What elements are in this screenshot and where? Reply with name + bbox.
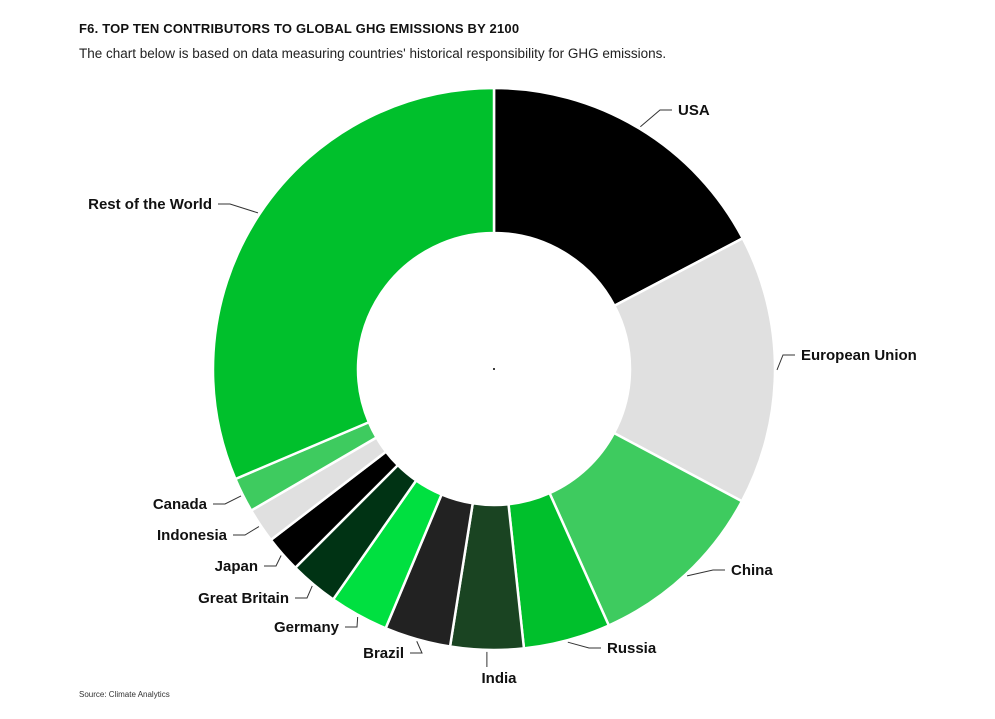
chart-slices <box>211 86 777 652</box>
label-china: China <box>731 562 773 579</box>
label-great-britain: Great Britain <box>198 590 289 607</box>
leader-line-great-britain <box>295 585 313 599</box>
leader-line-china <box>686 569 725 577</box>
leader-line-european-union <box>776 354 795 371</box>
leader-line-canada <box>213 495 242 505</box>
label-germany: Germany <box>274 619 340 636</box>
chart-subtitle: The chart below is based on data measuri… <box>79 46 667 61</box>
center-dot <box>493 368 495 370</box>
leader-line-rest-of-the-world <box>218 203 259 214</box>
label-russia: Russia <box>607 640 657 657</box>
source-note: Source: Climate Analytics <box>79 690 170 699</box>
label-india: India <box>481 670 517 687</box>
label-indonesia: Indonesia <box>157 527 228 544</box>
chart-labels: USA European Union China Russia India Brazil G… <box>88 102 917 687</box>
leader-line-usa <box>640 109 672 128</box>
label-rest-of-the-world: Rest of the World <box>88 196 212 213</box>
label-european-union: European Union <box>801 347 917 364</box>
label-japan: Japan <box>215 558 258 575</box>
label-canada: Canada <box>153 496 208 513</box>
slice-usa <box>492 86 745 308</box>
slice-rest-of-the-world <box>211 86 496 481</box>
leader-line-germany <box>345 616 359 628</box>
slice-european-union <box>612 236 777 503</box>
leader-line-indonesia <box>233 526 260 536</box>
leader-line-japan <box>264 555 282 567</box>
label-brazil: Brazil <box>363 645 404 662</box>
chart-title: F6. TOP TEN CONTRIBUTORS TO GLOBAL GHG E… <box>79 21 520 36</box>
leader-line-brazil <box>410 641 423 654</box>
label-usa: USA <box>678 102 710 119</box>
leader-line-russia <box>567 641 601 649</box>
